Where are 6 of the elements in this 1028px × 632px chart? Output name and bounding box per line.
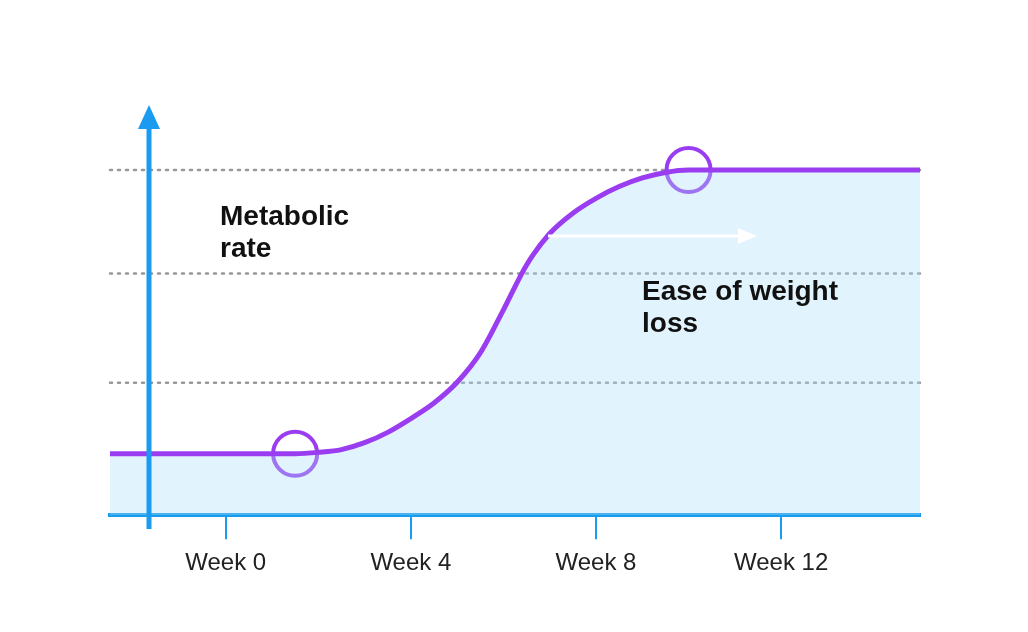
x-tick-label: Week 0 <box>185 548 267 576</box>
x-tick-label: Week 8 <box>555 548 637 576</box>
annotation: Metabolic rate <box>220 200 351 264</box>
x-tick-label: Week 4 <box>370 548 452 576</box>
x-tick-label: Week 12 <box>734 548 829 576</box>
annotation: Ease of weight loss <box>642 275 840 339</box>
